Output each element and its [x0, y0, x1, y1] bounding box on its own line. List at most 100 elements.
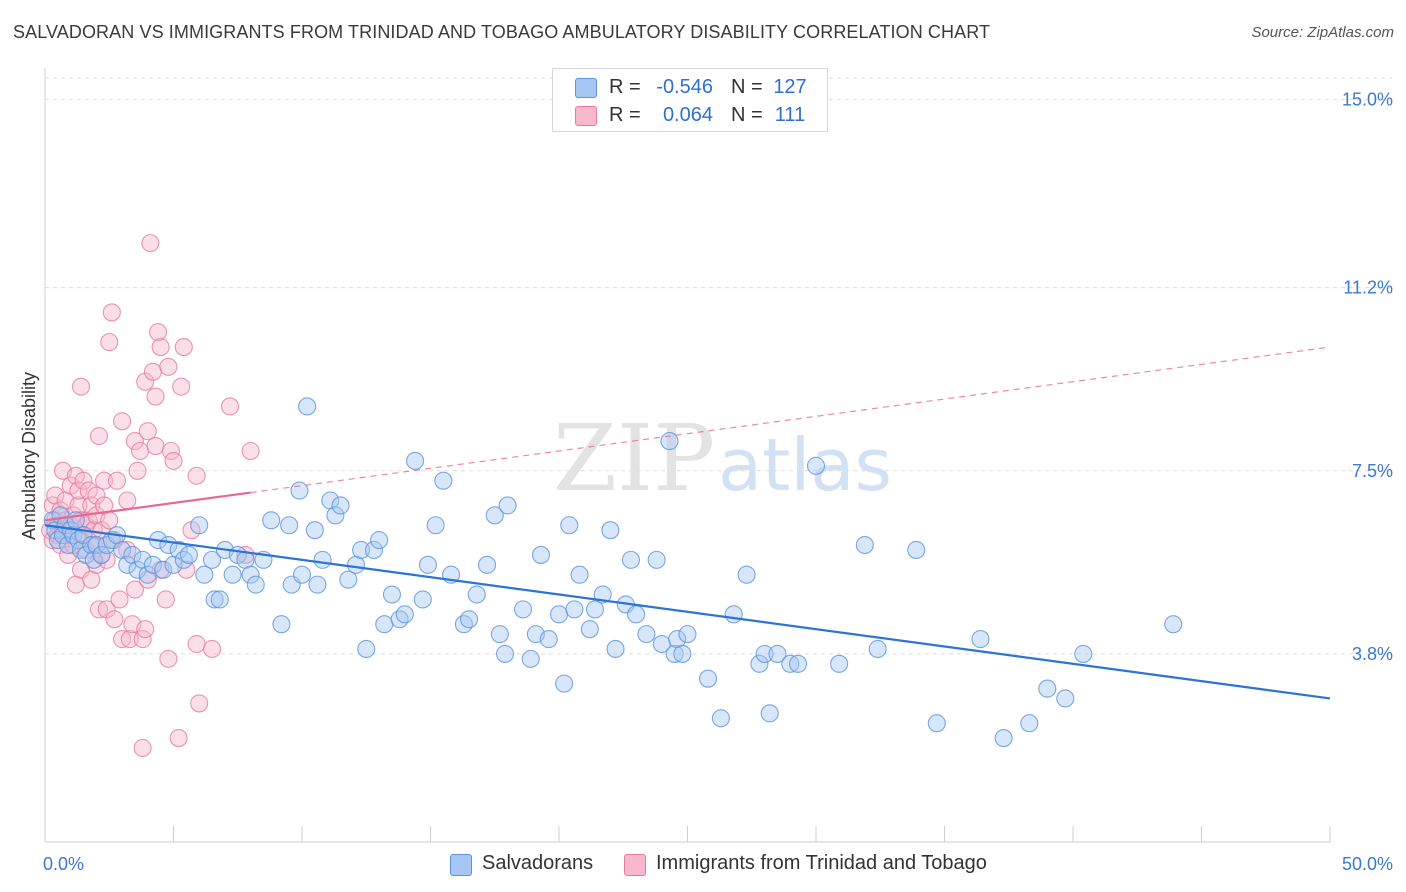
- data-point-salvadoran: [665, 644, 684, 663]
- axis-labels: 3.8% 7.5% 11.2% 15.0% 0.0% 50.0%: [43, 90, 1393, 874]
- data-point-salvadoran: [673, 644, 692, 663]
- data-point-trinidad: [203, 639, 222, 659]
- data-point-salvadoran: [292, 565, 312, 584]
- data-point-salvadoran: [467, 585, 486, 604]
- data-point-trinidad: [131, 441, 150, 461]
- data-point-salvadoran: [830, 654, 849, 673]
- data-point-salvadoran: [781, 654, 800, 673]
- axes: [44, 68, 1331, 843]
- data-point-trinidad: [190, 694, 209, 713]
- data-point-salvadoran: [195, 565, 214, 584]
- legend-n-label: N =: [731, 76, 763, 98]
- data-point-salvadoran: [223, 565, 242, 584]
- data-point-salvadoran: [174, 550, 193, 569]
- data-point-trinidad: [102, 303, 121, 322]
- legend-r-label: R =: [609, 104, 641, 126]
- bottom-legend: Salvadorans Immigrants from Trinidad and…: [0, 850, 1406, 880]
- data-point-trinidad: [187, 466, 206, 485]
- data-point-salvadoran: [678, 625, 697, 644]
- data-point-salvadoran: [331, 496, 350, 515]
- data-point-salvadoran: [262, 511, 281, 530]
- data-point-trinidad: [74, 471, 93, 490]
- data-point-salvadoran: [305, 521, 324, 540]
- legend-n-value: 127: [773, 76, 807, 98]
- data-point-salvadoran: [737, 565, 756, 584]
- data-point-salvadoran: [357, 639, 376, 659]
- data-point-salvadoran: [907, 540, 926, 560]
- x-tick-label: 0.0%: [43, 854, 84, 874]
- data-point-trinidad: [125, 432, 144, 451]
- data-point-salvadoran: [326, 506, 345, 525]
- data-point-trinidad: [164, 451, 183, 470]
- data-point-trinidad: [172, 377, 191, 396]
- data-point-salvadoran: [210, 590, 229, 609]
- trend-line-trinidad-solid: [44, 491, 251, 522]
- data-point-salvadoran: [621, 550, 641, 569]
- data-point-salvadoran: [1164, 615, 1183, 634]
- data-point-salvadoran: [495, 644, 515, 663]
- legend: R = -0.546 N = 127 R = 0.064 N = 111: [552, 68, 828, 132]
- data-point-salvadoran: [711, 709, 730, 728]
- data-point-trinidad: [169, 729, 188, 748]
- data-point-salvadoran: [92, 545, 111, 564]
- data-point-trinidad: [136, 620, 155, 639]
- data-point-trinidad: [159, 357, 178, 376]
- data-point-salvadoran: [531, 545, 551, 564]
- data-point-trinidad: [118, 491, 137, 510]
- data-point-trinidad: [128, 461, 147, 480]
- watermark: ZIP atlas: [553, 405, 892, 512]
- data-point-trinidad: [100, 333, 119, 352]
- data-point-salvadoran: [272, 615, 291, 634]
- data-point-salvadoran: [760, 704, 779, 723]
- source-label: Source: ZipAtlas.com: [1251, 24, 1394, 41]
- data-point-trinidad: [146, 437, 165, 456]
- data-point-trinidad: [113, 412, 132, 431]
- data-point-salvadoran: [308, 575, 327, 594]
- data-point-trinidad: [89, 600, 109, 619]
- data-point-salvadoran: [485, 506, 504, 525]
- data-point-trinidad: [118, 540, 137, 560]
- data-point-trinidad: [136, 372, 155, 391]
- data-point-salvadoran: [190, 516, 209, 535]
- data-point-trinidad: [149, 323, 168, 342]
- data-point-trinidad: [159, 649, 178, 668]
- data-point-trinidad: [143, 362, 162, 381]
- data-point-trinidad: [125, 580, 144, 599]
- data-point-salvadoran: [755, 644, 774, 663]
- data-point-salvadoran: [565, 600, 584, 619]
- legend-swatch-blue: [575, 78, 597, 98]
- data-point-trinidad: [87, 486, 106, 505]
- data-point-salvadoran: [1038, 679, 1057, 698]
- data-point-salvadoran: [806, 456, 826, 475]
- data-point-salvadoran: [768, 644, 787, 663]
- y-tick-label: 11.2%: [1343, 278, 1393, 298]
- data-point-salvadoran: [724, 605, 743, 624]
- data-point-salvadoran: [454, 615, 473, 634]
- legend-r-value: -0.546: [656, 76, 713, 98]
- data-point-trinidad: [220, 397, 240, 416]
- data-point-salvadoran: [637, 625, 656, 644]
- data-point-trinidad: [174, 338, 193, 357]
- data-point-trinidad: [69, 481, 88, 500]
- data-point-salvadoran: [241, 565, 260, 584]
- data-point-salvadoran: [855, 535, 874, 555]
- legend-row-trinidad: R = 0.064 N = 111: [553, 101, 827, 129]
- legend-r-value: 0.064: [662, 104, 713, 126]
- data-point-trinidad: [187, 634, 206, 654]
- data-point-salvadoran: [418, 555, 437, 574]
- data-point-trinidad: [151, 338, 170, 357]
- data-point-salvadoran: [560, 516, 579, 535]
- data-point-salvadoran: [477, 555, 497, 574]
- data-point-salvadoran: [750, 654, 769, 673]
- legend-r-label: R =: [609, 76, 641, 98]
- y-tick-label: 3.8%: [1352, 644, 1393, 664]
- x-tick-label: 50.0%: [1342, 854, 1393, 874]
- data-point-salvadoran: [413, 590, 432, 609]
- data-point-salvadoran: [660, 432, 679, 451]
- data-point-salvadoran: [382, 585, 402, 604]
- data-point-salvadoran: [364, 540, 384, 560]
- data-point-salvadoran: [64, 526, 83, 545]
- legend-row-salvadorans: R = -0.546 N = 127: [553, 73, 827, 101]
- data-point-salvadoran: [788, 654, 808, 673]
- data-point-salvadoran: [280, 516, 299, 535]
